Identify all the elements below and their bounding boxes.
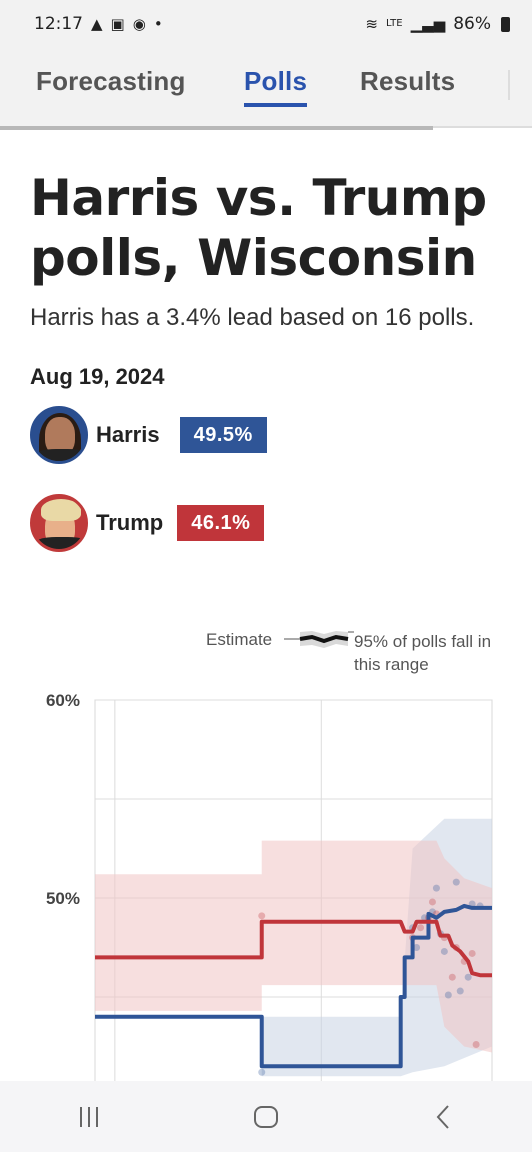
avatar-trump xyxy=(30,494,88,552)
tab-polls[interactable]: Polls xyxy=(244,66,308,107)
avatar-harris xyxy=(30,406,88,464)
poll-dot-harris xyxy=(258,1068,266,1076)
back-button[interactable] xyxy=(413,1092,473,1142)
poll-dot-harris xyxy=(444,991,452,999)
poll-dot-trump xyxy=(468,949,476,957)
poll-dot-harris xyxy=(456,987,464,995)
legend-range-label: 95% of polls fall in this range xyxy=(354,632,492,674)
status-time: 12:17 xyxy=(34,14,83,34)
candidate-name-trump: Trump xyxy=(96,510,164,535)
poll-date: Aug 19, 2024 xyxy=(30,364,165,389)
legend-swatch xyxy=(284,631,354,648)
tab-results[interactable]: Results xyxy=(360,66,456,96)
main-content: Harris vs. Trump polls, Wisconsin Harris… xyxy=(30,128,510,554)
tab-scroll-indicator xyxy=(0,126,433,130)
candidate-value-harris: 49.5% xyxy=(179,417,267,453)
poll-dot-harris xyxy=(452,878,460,886)
candidate-name-harris: Harris xyxy=(96,422,160,447)
avatar-face xyxy=(45,417,75,455)
poll-dot-trump xyxy=(417,924,425,932)
warning-icon: ▲ xyxy=(91,14,103,33)
poll-dot-harris xyxy=(440,947,448,955)
line-trump xyxy=(95,919,492,978)
status-bar: 12:17 ▲ ▣ ◉ • ≋ LTE ▁▃▅ 86% xyxy=(0,0,532,48)
status-right: ≋ LTE ▁▃▅ 86% xyxy=(365,14,510,34)
tab-forecasting[interactable]: Forecasting xyxy=(36,66,186,96)
battery-percent: 86% xyxy=(453,14,491,34)
battery-icon xyxy=(501,16,510,32)
polling-chart: 60% 50% xyxy=(46,691,493,1082)
legend-estimate-label: Estimate xyxy=(206,630,273,649)
line-harris xyxy=(95,903,492,1069)
y-tick-label: 50% xyxy=(46,889,80,908)
dot-icon: • xyxy=(153,14,163,33)
gallery-icon: ▣ xyxy=(110,14,125,33)
poll-dot-harris xyxy=(413,944,421,951)
home-icon xyxy=(253,1105,278,1128)
candidate-row-trump: Trump 46.1% xyxy=(30,492,510,554)
y-tick-label: 60% xyxy=(46,691,80,710)
poll-dot-trump xyxy=(258,912,266,920)
candidate-value-trump: 46.1% xyxy=(177,505,265,541)
poll-dot-harris xyxy=(464,973,472,981)
wifi-icon: ≋ xyxy=(365,14,378,33)
chrome-icon: ◉ xyxy=(132,14,146,33)
avatar-hair xyxy=(41,499,81,521)
back-icon xyxy=(436,1104,450,1129)
status-left: 12:17 ▲ ▣ ◉ • xyxy=(34,14,163,34)
system-nav-bar xyxy=(0,1081,532,1152)
page-subtitle: Harris has a 3.4% lead based on 16 polls… xyxy=(30,304,475,331)
page-title: Harris vs. Trump polls, Wisconsin xyxy=(30,169,487,287)
band-trump xyxy=(95,840,492,1053)
poll-dot-harris xyxy=(432,884,440,892)
lte-icon: LTE xyxy=(385,18,403,29)
candidate-row-harris: Harris 49.5% xyxy=(30,404,510,466)
avatar-suit xyxy=(33,537,85,549)
poll-dot-trump xyxy=(472,1041,480,1049)
avatar-suit xyxy=(33,449,85,461)
recent-apps-icon xyxy=(79,1106,98,1127)
chart-lines xyxy=(95,903,492,1069)
poll-dot-trump xyxy=(448,973,456,981)
home-button[interactable] xyxy=(236,1092,296,1142)
poll-dot-harris xyxy=(421,914,429,922)
chart-y-labels: 60% 50% xyxy=(46,691,80,908)
tab-divider xyxy=(508,70,510,100)
poll-dot-trump xyxy=(428,898,436,906)
section-tabs: Forecasting Polls Results xyxy=(0,48,532,130)
signal-icon: ▁▃▅ xyxy=(410,14,446,33)
recent-apps-button[interactable] xyxy=(59,1092,119,1142)
